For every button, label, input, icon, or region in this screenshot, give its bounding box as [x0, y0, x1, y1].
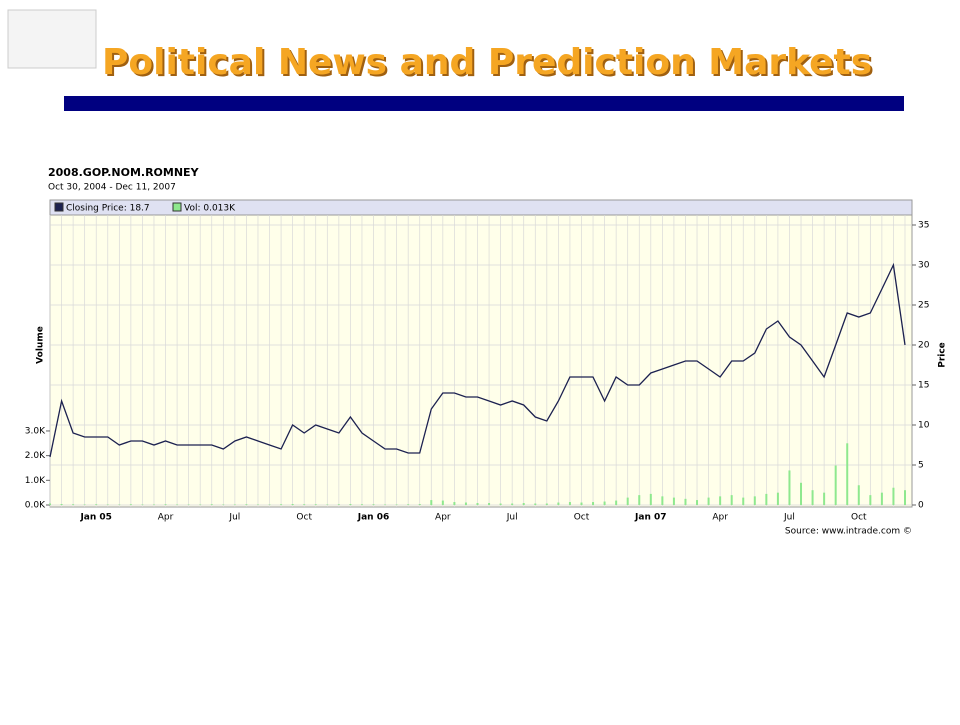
source: Source: www.intrade.com ©: [785, 527, 912, 537]
volume-bar: [881, 493, 883, 505]
volume-bar: [477, 503, 479, 505]
volume-bar: [523, 503, 525, 505]
y-tick-label: 1.0K: [25, 476, 46, 486]
volume-bar: [650, 494, 652, 505]
y2-tick-label: 35: [918, 221, 929, 231]
volume-bar: [719, 496, 721, 505]
volume-bar: [800, 483, 802, 505]
y-axis-title: Volume: [36, 326, 46, 364]
x-tick-label: Jul: [783, 513, 795, 523]
volume-bar: [754, 496, 756, 505]
volume-bar: [742, 498, 744, 505]
volume-bar: [892, 488, 894, 505]
volume-bar: [858, 485, 860, 505]
plot-area: [50, 200, 912, 507]
volume-bar: [465, 503, 467, 505]
volume-bar: [696, 500, 698, 505]
volume-bar: [684, 499, 686, 505]
volume-bar: [245, 504, 247, 505]
volume-bar: [604, 502, 606, 505]
slide-title: Political News and Prediction Markets: [102, 42, 872, 83]
x-tick-label: Jul: [506, 513, 518, 523]
x-tick-label: Jan 06: [357, 513, 390, 523]
x-tick-label: Apr: [712, 513, 728, 523]
x-tick-label: Oct: [574, 513, 590, 523]
y2-tick-label: 10: [918, 421, 930, 431]
volume-bar: [349, 504, 351, 505]
volume-bar: [580, 503, 582, 505]
legend-swatch: [55, 203, 63, 211]
y2-tick-label: 5: [918, 461, 924, 471]
volume-bar: [61, 504, 63, 505]
volume-bar: [627, 498, 629, 505]
y-tick-label: 3.0K: [25, 426, 46, 436]
y2-tick-label: 25: [918, 301, 929, 311]
volume-bar: [823, 493, 825, 505]
x-tick-label: Apr: [158, 513, 174, 523]
volume-bar: [361, 504, 363, 505]
volume-bar: [569, 502, 571, 505]
volume-bar: [846, 443, 848, 505]
volume-bar: [708, 498, 710, 505]
legend-swatch: [173, 203, 181, 211]
volume-bar: [338, 504, 340, 505]
volume-bar: [788, 470, 790, 505]
volume-bar: [638, 495, 640, 505]
volume-bar: [419, 504, 421, 505]
y2-tick-label: 20: [918, 341, 930, 351]
thumbnail: [8, 10, 96, 68]
volume-bar: [661, 496, 663, 505]
volume-bar: [430, 500, 432, 505]
volume-bar: [869, 495, 871, 505]
volume-bar: [303, 504, 305, 505]
volume-bar: [904, 490, 906, 505]
volume-bar: [765, 494, 767, 505]
x-tick-label: Jul: [228, 513, 240, 523]
volume-bar: [615, 501, 617, 505]
volume-bar: [812, 490, 814, 505]
legend-label: Closing Price: 18.7: [66, 204, 150, 214]
volume-bar: [49, 504, 51, 505]
volume-bar: [315, 504, 317, 505]
volume-bar: [211, 504, 213, 505]
y2-tick-label: 30: [918, 261, 930, 271]
volume-bar: [292, 504, 294, 505]
volume-bar: [673, 498, 675, 505]
x-tick-label: Apr: [435, 513, 451, 523]
x-tick-label: Jan 05: [79, 513, 112, 523]
volume-bar: [777, 493, 779, 505]
volume-bar: [72, 504, 74, 505]
y2-tick-label: 0: [918, 501, 924, 511]
volume-bar: [95, 504, 97, 505]
volume-bar: [442, 501, 444, 505]
volume-bar: [592, 502, 594, 505]
chart-subtitle: Oct 30, 2004 - Dec 11, 2007: [48, 183, 176, 193]
y-tick-label: 2.0K: [25, 451, 46, 461]
volume-bar: [165, 504, 167, 505]
volume-bar: [453, 502, 455, 505]
x-tick-label: Jan 07: [634, 513, 667, 523]
volume-bar: [373, 504, 375, 505]
volume-bar: [500, 504, 502, 505]
y2-axis-title: Price: [938, 342, 948, 368]
volume-bar: [488, 503, 490, 505]
volume-bar: [835, 466, 837, 505]
chart-title: 2008.GOP.NOM.ROMNEY: [48, 166, 200, 179]
volume-bar: [511, 504, 513, 505]
volume-bar: [534, 504, 536, 505]
legend-label: Vol: 0.013K: [184, 204, 236, 214]
volume-bar: [407, 504, 409, 505]
y-tick-label: 0.0K: [25, 501, 46, 511]
x-tick-label: Oct: [296, 513, 312, 523]
title-bar: [64, 96, 904, 111]
volume-bar: [546, 504, 548, 505]
volume-bar: [130, 504, 132, 505]
x-tick-label: Oct: [851, 513, 867, 523]
volume-bar: [731, 495, 733, 505]
volume-bar: [557, 503, 559, 505]
volume-bar: [280, 504, 282, 505]
y2-tick-label: 15: [918, 381, 929, 391]
